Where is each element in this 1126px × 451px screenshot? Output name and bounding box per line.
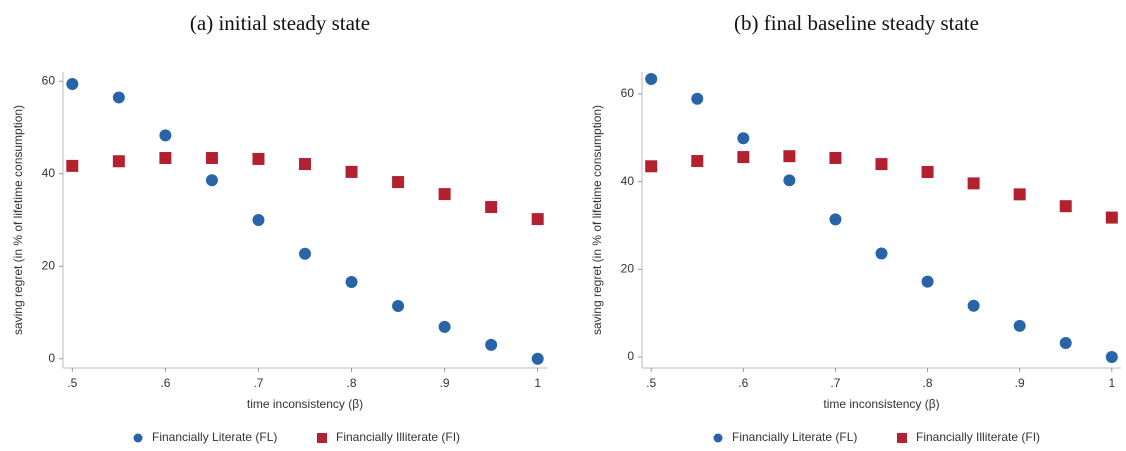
x-tick-label: .6 [738,376,748,390]
point [531,213,544,226]
point [691,92,704,105]
point [438,188,451,201]
point [737,132,750,145]
point [299,158,311,171]
point [1013,319,1026,332]
point [829,213,842,226]
panel: (b) final baseline steady state 0 20 40 60 .5… [590,11,1121,444]
point [112,155,125,168]
legend-marker [713,433,723,443]
point [691,155,704,168]
point [159,129,172,142]
x-tick-label: .6 [160,376,170,390]
point [159,152,172,165]
point [1105,211,1118,224]
x-axis-label: time inconsistency (β) [823,397,939,411]
point [1059,200,1072,213]
point [485,201,498,214]
panel: (a) initial steady state 0 20 40 60 .5 .6 .7 .8.… [11,11,547,444]
point [967,177,980,190]
x-tick-label: .7 [253,376,263,390]
point [66,159,79,172]
point [875,247,888,260]
y-tick-label: 40 [621,174,635,188]
y-tick-label: 0 [627,349,634,363]
x-tick-label: .5 [646,376,656,390]
point [967,299,980,312]
chart-title: (b) final baseline steady state [734,11,979,35]
y-tick-label: 20 [42,258,56,272]
point [252,214,265,226]
legend-marker [317,433,327,443]
point [1105,351,1118,364]
point [438,320,451,333]
point [205,152,218,165]
point [392,176,405,189]
legend-label: Financially Literate (FL) [152,430,277,444]
point [1059,337,1072,350]
point [1013,188,1026,201]
point [645,160,658,173]
point [345,275,358,288]
legend-label: Financially Illiterate (FI) [336,430,460,444]
point [737,151,750,164]
point [645,73,658,86]
legend-label: Financially Illiterate (FI) [916,430,1040,444]
point [112,91,125,104]
legend-marker [897,433,907,443]
point [392,300,405,313]
point [299,247,311,260]
y-tick-label: 60 [621,86,635,100]
y-tick-label: 20 [621,262,635,276]
point [252,152,265,165]
point [345,165,358,178]
y-tick-label: 0 [48,351,55,365]
y-tick-label: 60 [42,73,56,87]
point [783,174,796,187]
point [783,150,796,163]
x-tick-label: .8 [347,376,357,390]
legend-marker [133,433,143,443]
point [921,275,934,288]
y-tick-label: 40 [42,166,56,180]
x-axis-label: time inconsistency (β) [247,397,363,411]
point [921,165,934,178]
x-tick-label: .5 [67,376,77,390]
point [829,151,842,164]
x-tick-label: 1 [1108,376,1115,390]
y-axis-label: saving regret (in % of lifetime consumpt… [590,105,604,335]
point [875,158,888,171]
point [531,352,544,365]
x-tick-label: .9 [440,376,450,390]
y-axis-label: saving regret (in % of lifetime consumpt… [11,105,25,335]
point [205,174,218,187]
point [485,338,498,351]
point [66,78,79,91]
x-tick-label: 1 [534,376,541,390]
x-tick-label: .7 [830,376,840,390]
x-tick-label: .8 [923,376,933,390]
legend-label: Financially Literate (FL) [732,430,857,444]
chart-title: (a) initial steady state [190,11,370,35]
x-tick-label: .9 [1015,376,1025,390]
